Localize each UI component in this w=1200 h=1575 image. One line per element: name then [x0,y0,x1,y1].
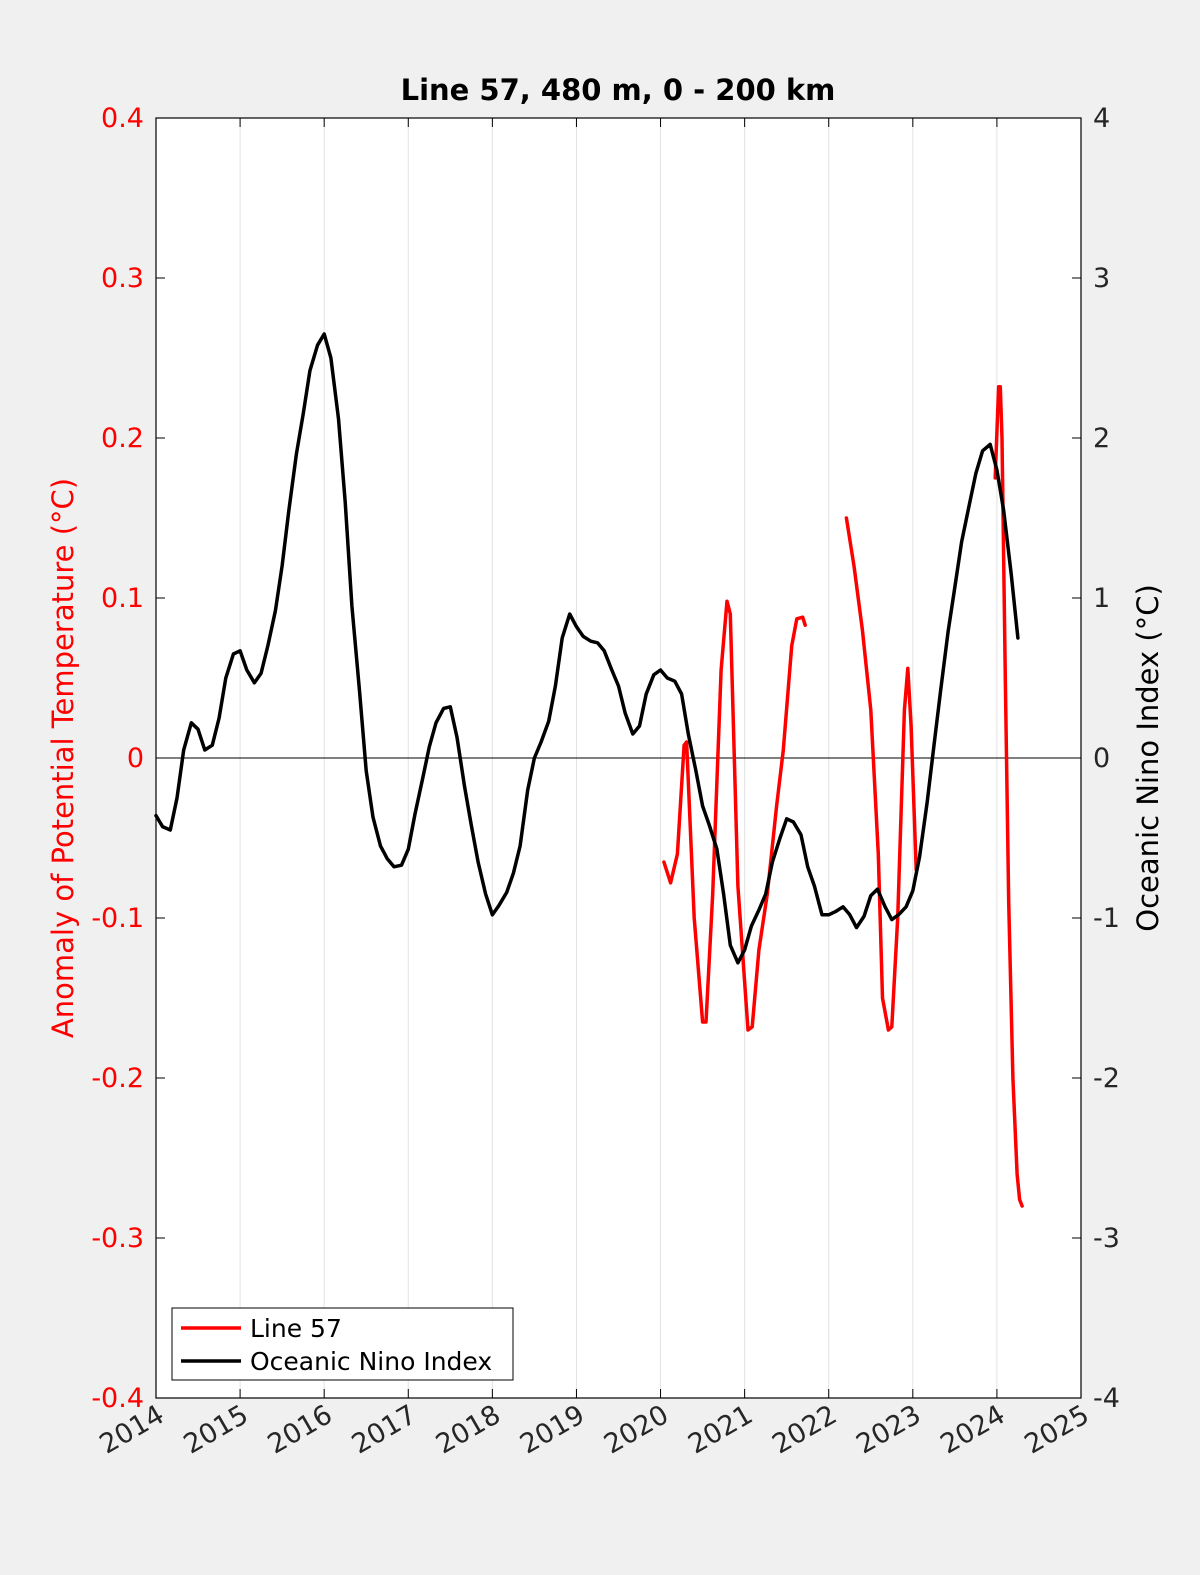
y-left-tick-label: 0.3 [101,263,144,294]
y-left-tick-label: -0.4 [91,1383,144,1414]
x-tick-label: 2025 [1019,1399,1094,1460]
y-axis-label-right: Oceanic Nino Index (°C) [1131,584,1165,932]
x-tick-label: 2021 [683,1399,758,1460]
legend-label-line57: Line 57 [250,1314,342,1343]
y-left-tick-label: -0.2 [91,1063,144,1094]
y-right-tick-label: -3 [1093,1223,1120,1254]
y-left-tick-label: 0.1 [101,583,144,614]
y-right-tick-label: -2 [1093,1063,1120,1094]
oni-line [154,332,1020,965]
y-right-tick-label: 0 [1093,743,1110,774]
y-left-tick-label: 0 [127,743,144,774]
line57-line [662,599,807,1032]
y-right-tick-label: -1 [1093,903,1120,934]
y-right-tick-label: 2 [1093,423,1110,454]
line57-line [993,385,1024,1208]
x-tick-label: 2016 [263,1399,338,1460]
chart-title: Line 57, 480 m, 0 - 200 km [401,73,836,107]
x-tick-label: 2018 [431,1399,506,1460]
y-left-tick-label: -0.3 [91,1223,144,1254]
y-right-tick-label: 4 [1093,103,1110,134]
series-layer [154,332,1024,1208]
y-axis-label-left: Anomaly of Potential Temperature (°C) [46,478,80,1038]
y-right-tick-label: 3 [1093,263,1110,294]
x-tick-label: 2022 [767,1399,842,1460]
x-tick-label: 2015 [179,1399,254,1460]
y-left-tick-label: 0.2 [101,423,144,454]
x-tick-label: 2017 [347,1399,422,1460]
x-tick-label: 2024 [935,1399,1010,1460]
line57-line [844,516,918,1032]
ticks-layer: 2 0 1 4 2015 2016 2017 2018 2019 2020 2021 2022 2023… [91,103,1120,1460]
legend-box [171,1307,514,1381]
x-tick-label: 2019 [515,1399,590,1460]
legend-label-oni: Oceanic Nino Index [250,1347,492,1376]
y-left-tick-label: -0.1 [91,903,144,934]
x-tick-label: 2020 [599,1399,674,1460]
x-tick-label: 2023 [851,1399,926,1460]
y-right-tick-label: -4 [1093,1383,1120,1414]
y-left-tick-label: 0.4 [101,103,144,134]
legend: Line 57 Oceanic Nino Index [171,1307,514,1381]
y-right-tick-label: 1 [1093,583,1110,614]
